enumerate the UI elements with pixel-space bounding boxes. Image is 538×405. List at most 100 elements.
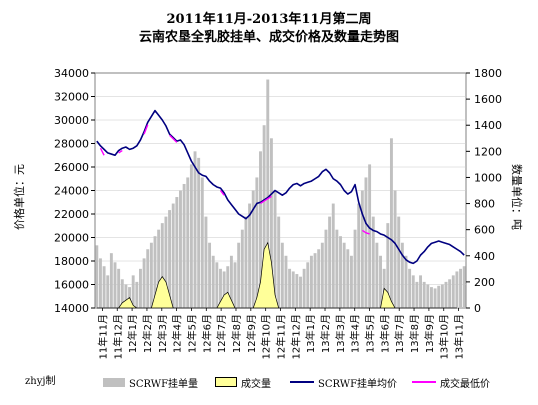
listing-volume-bar [284,255,288,308]
listing-volume-bar [331,203,335,308]
listing-volume-bar [251,190,255,308]
listing-volume-bar [262,125,266,308]
listing-volume-bar [404,255,408,308]
listing-volume-bar [437,285,441,308]
listing-volume-bar [459,268,462,308]
x-tick-label: 13年11月 [453,314,466,359]
y-left-tick-label: 30000 [54,114,89,127]
listing-volume-bar [375,242,379,308]
listing-volume-bar [160,223,164,308]
listing-volume-bar [426,284,430,308]
x-tick-label: 12年10月 [260,314,273,359]
listing-avg-price-line [96,109,465,265]
listing-volume-bar [444,281,448,308]
x-tick-label: 12年1月 [126,314,139,353]
y-right-tick-label: 800 [474,198,495,211]
y-left-tick-label: 22000 [54,208,89,221]
listing-volume-bar [99,258,102,308]
legend-label: SCRWF挂单量 [129,378,199,390]
listing-volume-bar [320,242,324,308]
listing-volume-bar [240,229,244,308]
y-left-tick-label: 28000 [54,138,89,151]
listing-volume-bar [324,229,328,308]
x-tick-label: 12年4月 [171,314,184,353]
y-right-tick-label: 200 [474,276,495,289]
y-right-tick-label: 1200 [474,145,502,158]
x-tick-label: 12年7月 [215,314,228,353]
listing-volume-bar [266,79,270,309]
listing-volume-bar [339,236,342,308]
listing-volume-bar [124,284,128,308]
listing-volume-bar [200,177,204,308]
listing-volume-bar [349,255,353,308]
listing-volume-bar [211,255,215,308]
listing-volume-bar [462,266,466,308]
y-left-tick-label: 14000 [54,302,89,315]
listing-volume-bar [408,268,412,308]
chart-legend: SCRWF挂单量 成交量 SCRWF挂单均价 成交最低价 [0,374,538,390]
y-right-tick-label: 400 [474,250,495,263]
listing-volume-bar [440,284,444,308]
listing-volume-bar [429,287,433,308]
listing-volume-bar [131,275,135,308]
listing-volume-bar [306,262,310,308]
listing-volume-bar [419,275,422,308]
chart-subtitle: 云南农垦全乳胶挂单、成交价格及数量走势图 [138,30,399,45]
listing-volume-bar [342,242,346,308]
listing-volume-bar [302,268,306,308]
x-tick-label: 13年6月 [378,314,391,353]
listing-volume-bar [422,281,426,308]
listing-volume-bar [397,216,401,308]
listing-volume-bar [357,203,361,308]
x-tick-label: 13年8月 [408,314,421,353]
listing-volume-bar [291,271,295,308]
listing-volume-bar [139,268,142,308]
listing-volume-bar [233,262,237,308]
listing-volume-bar [411,275,415,308]
listing-volume-bar [364,177,368,308]
listing-volume-bar [313,253,317,308]
listing-volume-bar [157,229,161,308]
x-tick-label: 12年5月 [185,314,198,353]
listing-volume-bar [117,268,121,308]
listing-volume-bar [226,266,230,308]
x-tick-label: 13年5月 [364,314,377,353]
legend-item-listing-avg-price: SCRWF挂单均价 [290,374,397,390]
x-tick-label: 13年2月 [319,314,332,353]
listing-volume-bar [386,223,390,308]
listing-volume-bar [153,236,157,308]
listing-volume-bar [346,249,350,308]
legend-label: 成交量 [241,378,271,390]
y-right-tick-label: 1800 [474,67,502,80]
listing-volume-bar [309,255,313,308]
trade-volume-area [96,241,457,309]
listing-volume-bar [360,190,364,308]
y-left-tick-label: 24000 [54,185,89,198]
y-right-tick-label: 1000 [474,171,502,184]
listing-volume-bar [455,271,459,308]
listing-volume-bar [208,242,212,308]
listing-volume-bar [197,157,201,308]
listing-volume-bar [259,151,262,308]
listing-volume-bar [193,151,197,308]
y-right-tick-label: 0 [474,302,481,315]
listing-volume-bar [451,275,455,308]
listing-volume-bar [102,266,106,308]
x-tick-label: 12年11月 [275,314,288,359]
x-tick-label: 12年3月 [156,314,169,353]
chart-title: 2011年11月-2013年11月第二周 [166,12,372,27]
listing-volume-bar [109,253,113,308]
listing-volume-bar [433,288,437,308]
x-tick-label: 12年8月 [230,314,243,353]
listing-volume-bar [415,281,419,308]
legend-label: 成交最低价 [440,378,490,390]
x-tick-label: 13年7月 [393,314,406,353]
x-tick-label: 13年10月 [438,314,451,359]
listing-volume-bar [371,216,375,308]
y-right-tick-label: 1400 [474,119,502,132]
listing-volume-bar [448,279,452,308]
legend-item-trade-low-price: 成交最低价 [412,374,490,390]
y-left-tick-label: 20000 [54,232,89,245]
listing-volume-bar [222,271,226,308]
listing-volume-bar [328,216,332,308]
